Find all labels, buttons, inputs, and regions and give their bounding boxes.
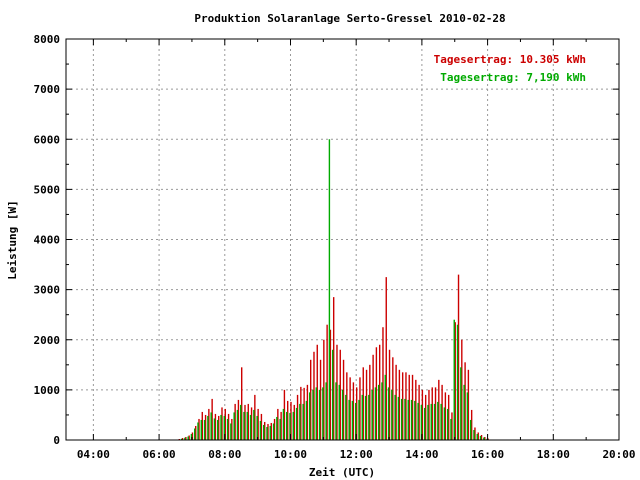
y-tick-label: 6000 bbox=[34, 133, 61, 146]
x-tick-label: 20:00 bbox=[602, 448, 635, 461]
x-tick-label: 12:00 bbox=[340, 448, 373, 461]
chart-title: Produktion Solaranlage Serto-Gressel 201… bbox=[194, 12, 505, 25]
x-tick-label: 10:00 bbox=[274, 448, 307, 461]
legend: Tagesertrag: 10.305 kWh Tagesertrag: 7,19… bbox=[434, 53, 586, 84]
y-tick-label: 5000 bbox=[34, 183, 61, 196]
bars-group bbox=[174, 139, 493, 440]
y-tick-label: 3000 bbox=[34, 284, 61, 297]
x-tick-label: 04:00 bbox=[77, 448, 110, 461]
x-tick-label: 18:00 bbox=[537, 448, 570, 461]
y-tick-label: 8000 bbox=[34, 33, 61, 46]
grid-lines bbox=[66, 39, 619, 440]
x-tick-label: 14:00 bbox=[405, 448, 438, 461]
y-tick-label: 1000 bbox=[34, 384, 61, 397]
axis-ticks: 0 1000 2000 3000 4000 5000 6000 7000 8000 04:00 06… bbox=[34, 33, 636, 461]
x-tick-label: 08:00 bbox=[208, 448, 241, 461]
x-tick-label: 16:00 bbox=[471, 448, 504, 461]
legend-entry-2: Tagesertrag: 7,190 kWh bbox=[440, 71, 586, 84]
x-axis-label: Zeit (UTC) bbox=[309, 466, 375, 479]
y-axis-label: Leistung [W] bbox=[6, 200, 19, 279]
y-tick-label: 0 bbox=[53, 434, 60, 447]
legend-entry-1: Tagesertrag: 10.305 kWh bbox=[434, 53, 586, 66]
y-tick-label: 2000 bbox=[34, 334, 61, 347]
y-tick-label: 4000 bbox=[34, 234, 61, 247]
x-tick-label: 06:00 bbox=[143, 448, 176, 461]
y-tick-label: 7000 bbox=[34, 83, 61, 96]
